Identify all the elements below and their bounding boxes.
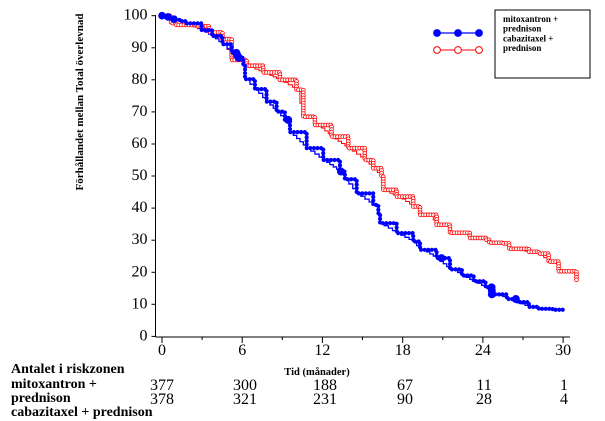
svg-text:60: 60 — [132, 135, 148, 152]
svg-text:6: 6 — [238, 342, 246, 359]
svg-text:30: 30 — [132, 231, 148, 248]
svg-text:50: 50 — [132, 167, 148, 184]
svg-text:10: 10 — [132, 295, 148, 312]
svg-text:70: 70 — [132, 103, 148, 120]
svg-text:24: 24 — [475, 342, 491, 359]
svg-text:90: 90 — [132, 39, 148, 56]
svg-text:100: 100 — [124, 7, 148, 24]
svg-text:12: 12 — [314, 342, 330, 359]
svg-text:30: 30 — [555, 342, 571, 359]
svg-text:mitoxantron +: mitoxantron + — [503, 14, 558, 24]
svg-text:prednison: prednison — [503, 43, 541, 53]
svg-text:cabazitaxel +: cabazitaxel + — [503, 33, 553, 43]
svg-text:40: 40 — [132, 199, 148, 216]
svg-text:Förhållandet mellan Total över: Förhållandet mellan Total överlevnad — [74, 14, 86, 191]
svg-text:20: 20 — [132, 263, 148, 280]
svg-text:0: 0 — [140, 327, 148, 344]
svg-text:0: 0 — [158, 342, 166, 359]
svg-text:prednison: prednison — [503, 24, 541, 34]
svg-text:18: 18 — [395, 342, 411, 359]
svg-text:80: 80 — [132, 71, 148, 88]
